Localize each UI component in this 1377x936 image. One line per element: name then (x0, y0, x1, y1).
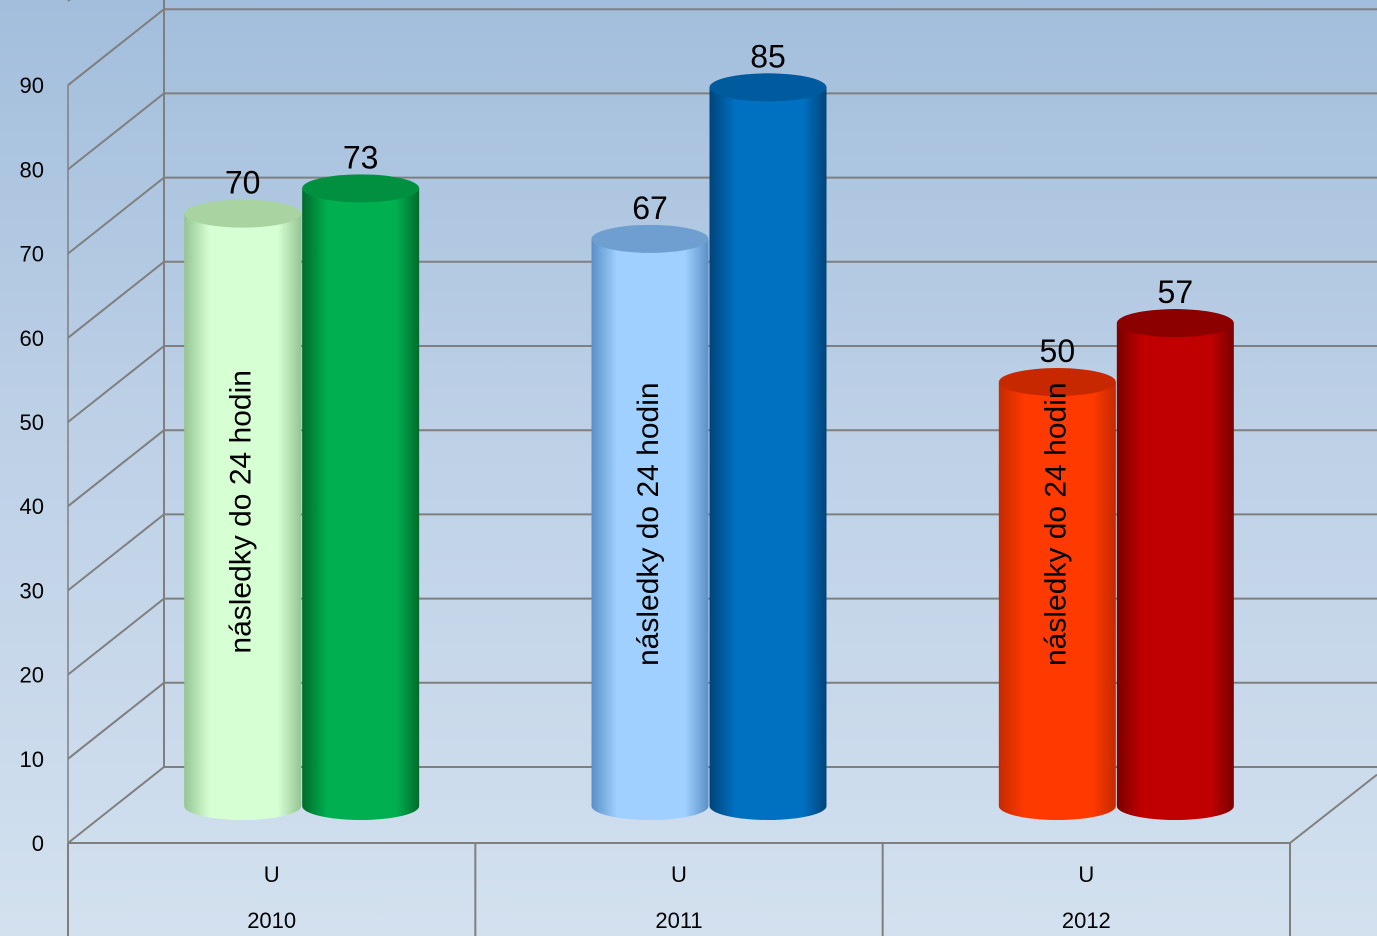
bar-value-label: 85 (750, 38, 786, 74)
gridline-diagonal (67, 92, 165, 171)
bar-body (998, 382, 1116, 820)
bar-value-label: 50 (1040, 333, 1076, 369)
side-wall-gridlines (67, 0, 165, 844)
y-tick-label: 0 (32, 831, 44, 856)
y-tick-label: 30 (20, 578, 44, 603)
bar-top (998, 368, 1116, 396)
bar-85: 85 (709, 38, 827, 821)
y-tick-label: 90 (20, 73, 44, 98)
y-axis: 0 10 20 30 40 50 60 70 80 90 (20, 73, 69, 856)
bars: 70 následky do 24 hodin 73 67 následky do 24… (184, 38, 1234, 821)
x-category-label: U (671, 862, 687, 887)
y-tick-label: 80 (20, 157, 44, 182)
x-category-label: U (264, 862, 280, 887)
x-category-label: U (1078, 862, 1094, 887)
bar-value-label: 57 (1158, 274, 1194, 310)
gridline-diagonal (67, 513, 165, 592)
x-axis: U 2010 U 2011 U 2012 (67, 842, 1291, 936)
y-tick-label: 50 (20, 410, 44, 435)
y-tick-label: 40 (20, 494, 44, 519)
floor-edge (1289, 773, 1377, 844)
bar-57: 57 (1116, 274, 1234, 820)
y-tick-label: 10 (20, 747, 44, 772)
bar-value-label: 73 (343, 139, 379, 175)
gridline-diagonal (67, 766, 165, 844)
bar-value-label: 67 (632, 190, 668, 226)
bar-top (591, 224, 709, 253)
y-tick-label: 60 (20, 326, 44, 351)
gridline-diagonal (67, 176, 165, 255)
bar-top (302, 174, 420, 203)
x-category-year: 2010 (247, 908, 296, 933)
bar-73: 73 (302, 139, 420, 821)
bar-value-label: 70 (225, 165, 261, 201)
bar-inner-label: následky do 24 hodin (225, 370, 258, 654)
gridline-diagonal (67, 429, 165, 507)
bar-inner-label: následky do 24 hodin (1039, 382, 1072, 666)
bar-top (184, 199, 302, 228)
bar-top (1116, 309, 1234, 338)
gridline-diagonal (67, 597, 165, 676)
y-tick-label: 20 (20, 663, 44, 688)
bar-70: 70 následky do 24 hodin (184, 165, 302, 820)
bar-body (1116, 323, 1234, 820)
gridline-diagonal (67, 8, 165, 86)
bar-67: 67 následky do 24 hodin (591, 190, 709, 821)
gridline-diagonal (67, 682, 165, 760)
gridline-diagonal (67, 345, 165, 423)
y-tick-label: 70 (20, 242, 44, 267)
gridline-diagonal (67, 261, 165, 339)
bar-body (302, 188, 420, 821)
bar-body (709, 87, 827, 821)
bar-50: 50 následky do 24 hodin (998, 333, 1116, 820)
x-category-year: 2011 (655, 908, 702, 933)
bar-top (709, 73, 827, 102)
x-category-year: 2012 (1062, 908, 1111, 933)
gridline-diagonal (67, 0, 71, 2)
bar-inner-label: následky do 24 hodin (632, 382, 665, 666)
bar-body (184, 213, 302, 820)
bar-body (591, 238, 709, 821)
